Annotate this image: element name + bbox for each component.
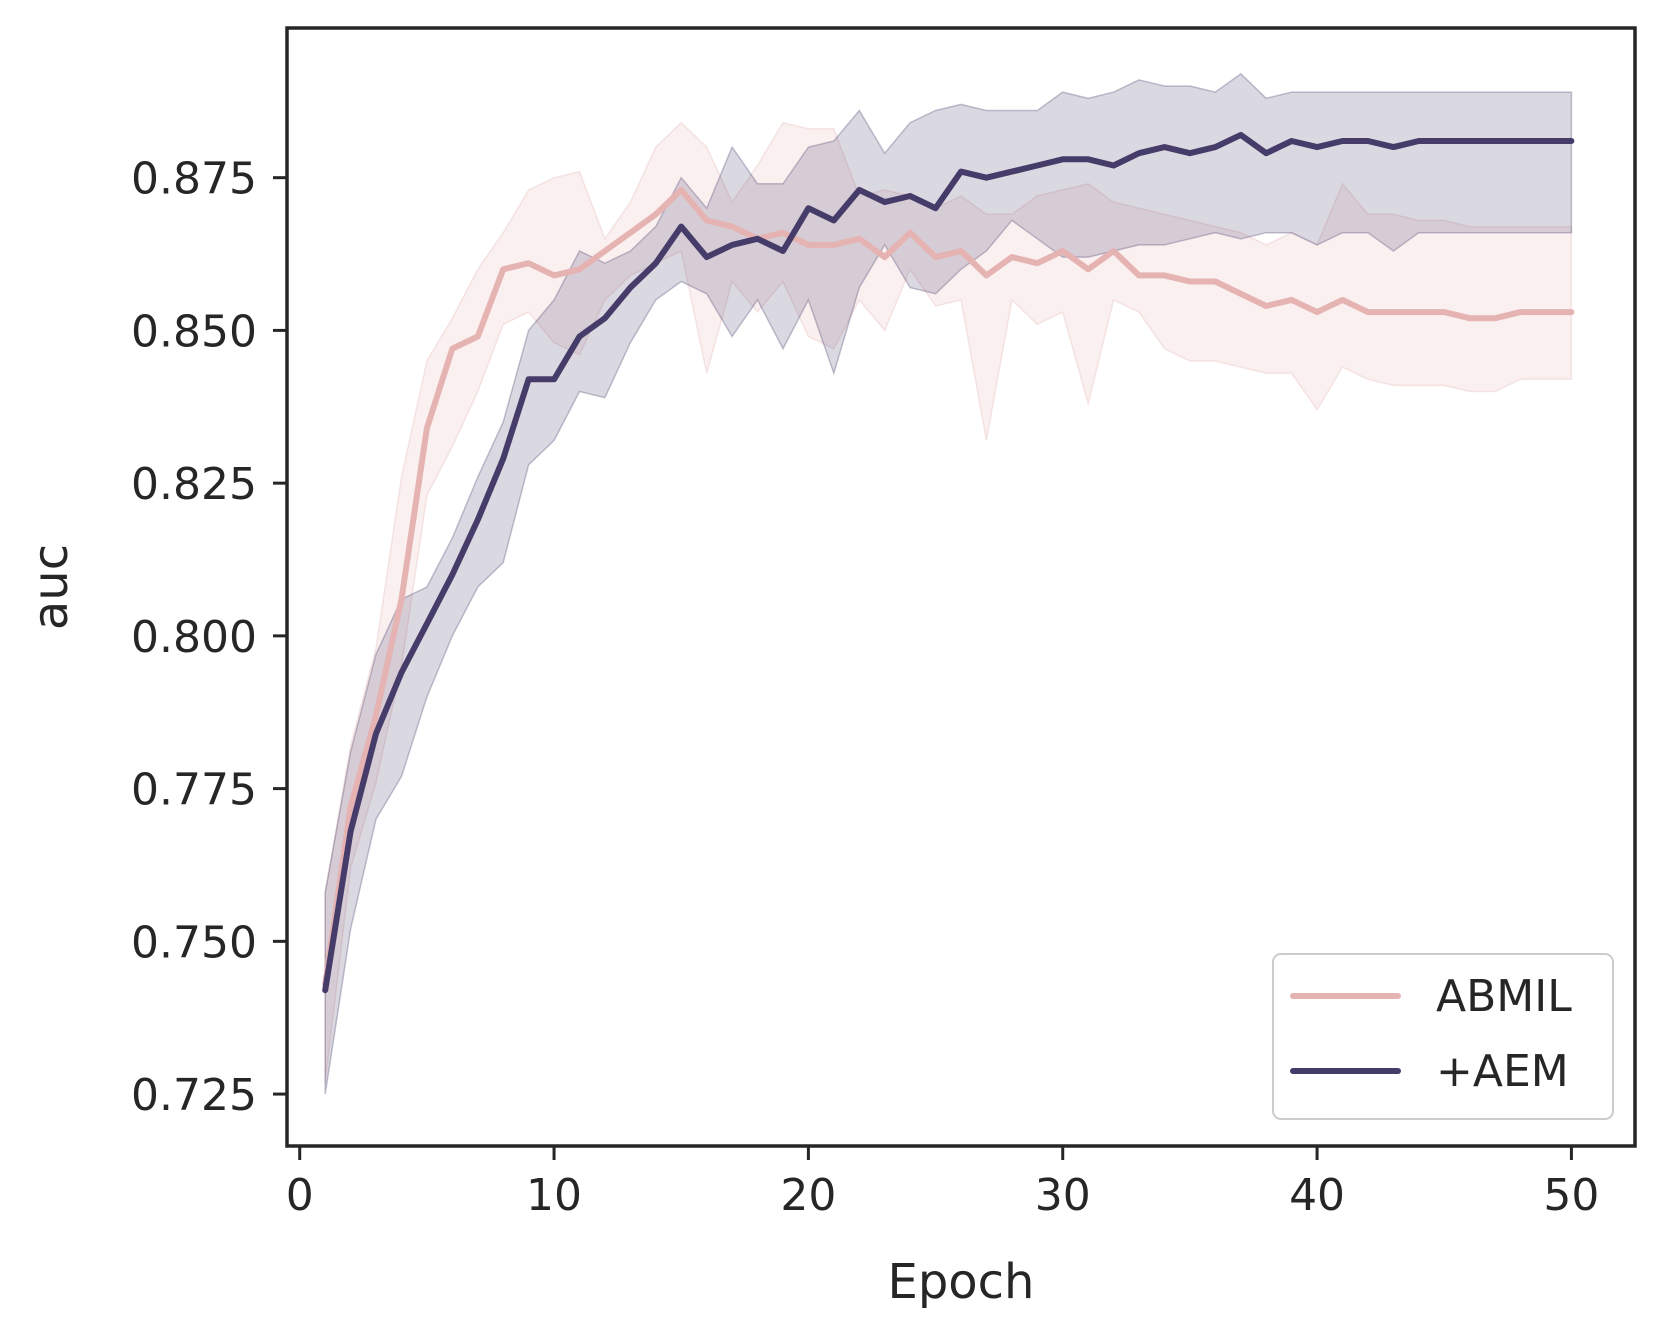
x-tick-label: 30 — [1035, 1170, 1091, 1221]
y-axis-title: auc — [23, 544, 79, 630]
y-tick-label: 0.750 — [131, 917, 257, 968]
x-tick-label: 0 — [286, 1170, 314, 1221]
x-axis-ticks: 0 10 20 30 40 50 — [286, 1146, 1599, 1221]
legend-label-abmil: ABMIL — [1436, 971, 1572, 1022]
plot-frame — [285, 26, 1637, 1148]
y-tick-label: 0.775 — [131, 765, 257, 816]
legend: ABMIL +AEM — [1272, 953, 1614, 1120]
y-tick-label: 0.850 — [131, 306, 257, 357]
series-line-abmil — [322, 186, 1575, 988]
y-tick-label: 0.800 — [131, 612, 257, 663]
series-lines — [322, 131, 1575, 994]
x-tick-label: 40 — [1289, 1170, 1345, 1221]
y-tick-label: 0.825 — [131, 459, 257, 510]
x-tick-label: 50 — [1543, 1170, 1599, 1221]
y-tick-label: 0.725 — [131, 1070, 257, 1121]
series-line-aem — [322, 131, 1575, 994]
x-axis-title: Epoch — [888, 1254, 1035, 1310]
y-axis-ticks: 0.725 0.750 0.775 0.800 0.825 0.850 0.875 — [131, 154, 287, 1121]
band-aem — [324, 72, 1573, 1095]
x-tick-label: 10 — [526, 1170, 582, 1221]
y-tick-label: 0.875 — [131, 154, 257, 205]
x-tick-label: 20 — [780, 1170, 836, 1221]
legend-label-aem: +AEM — [1436, 1046, 1569, 1097]
confidence-bands — [324, 72, 1573, 1095]
band-abmil — [324, 121, 1573, 1082]
